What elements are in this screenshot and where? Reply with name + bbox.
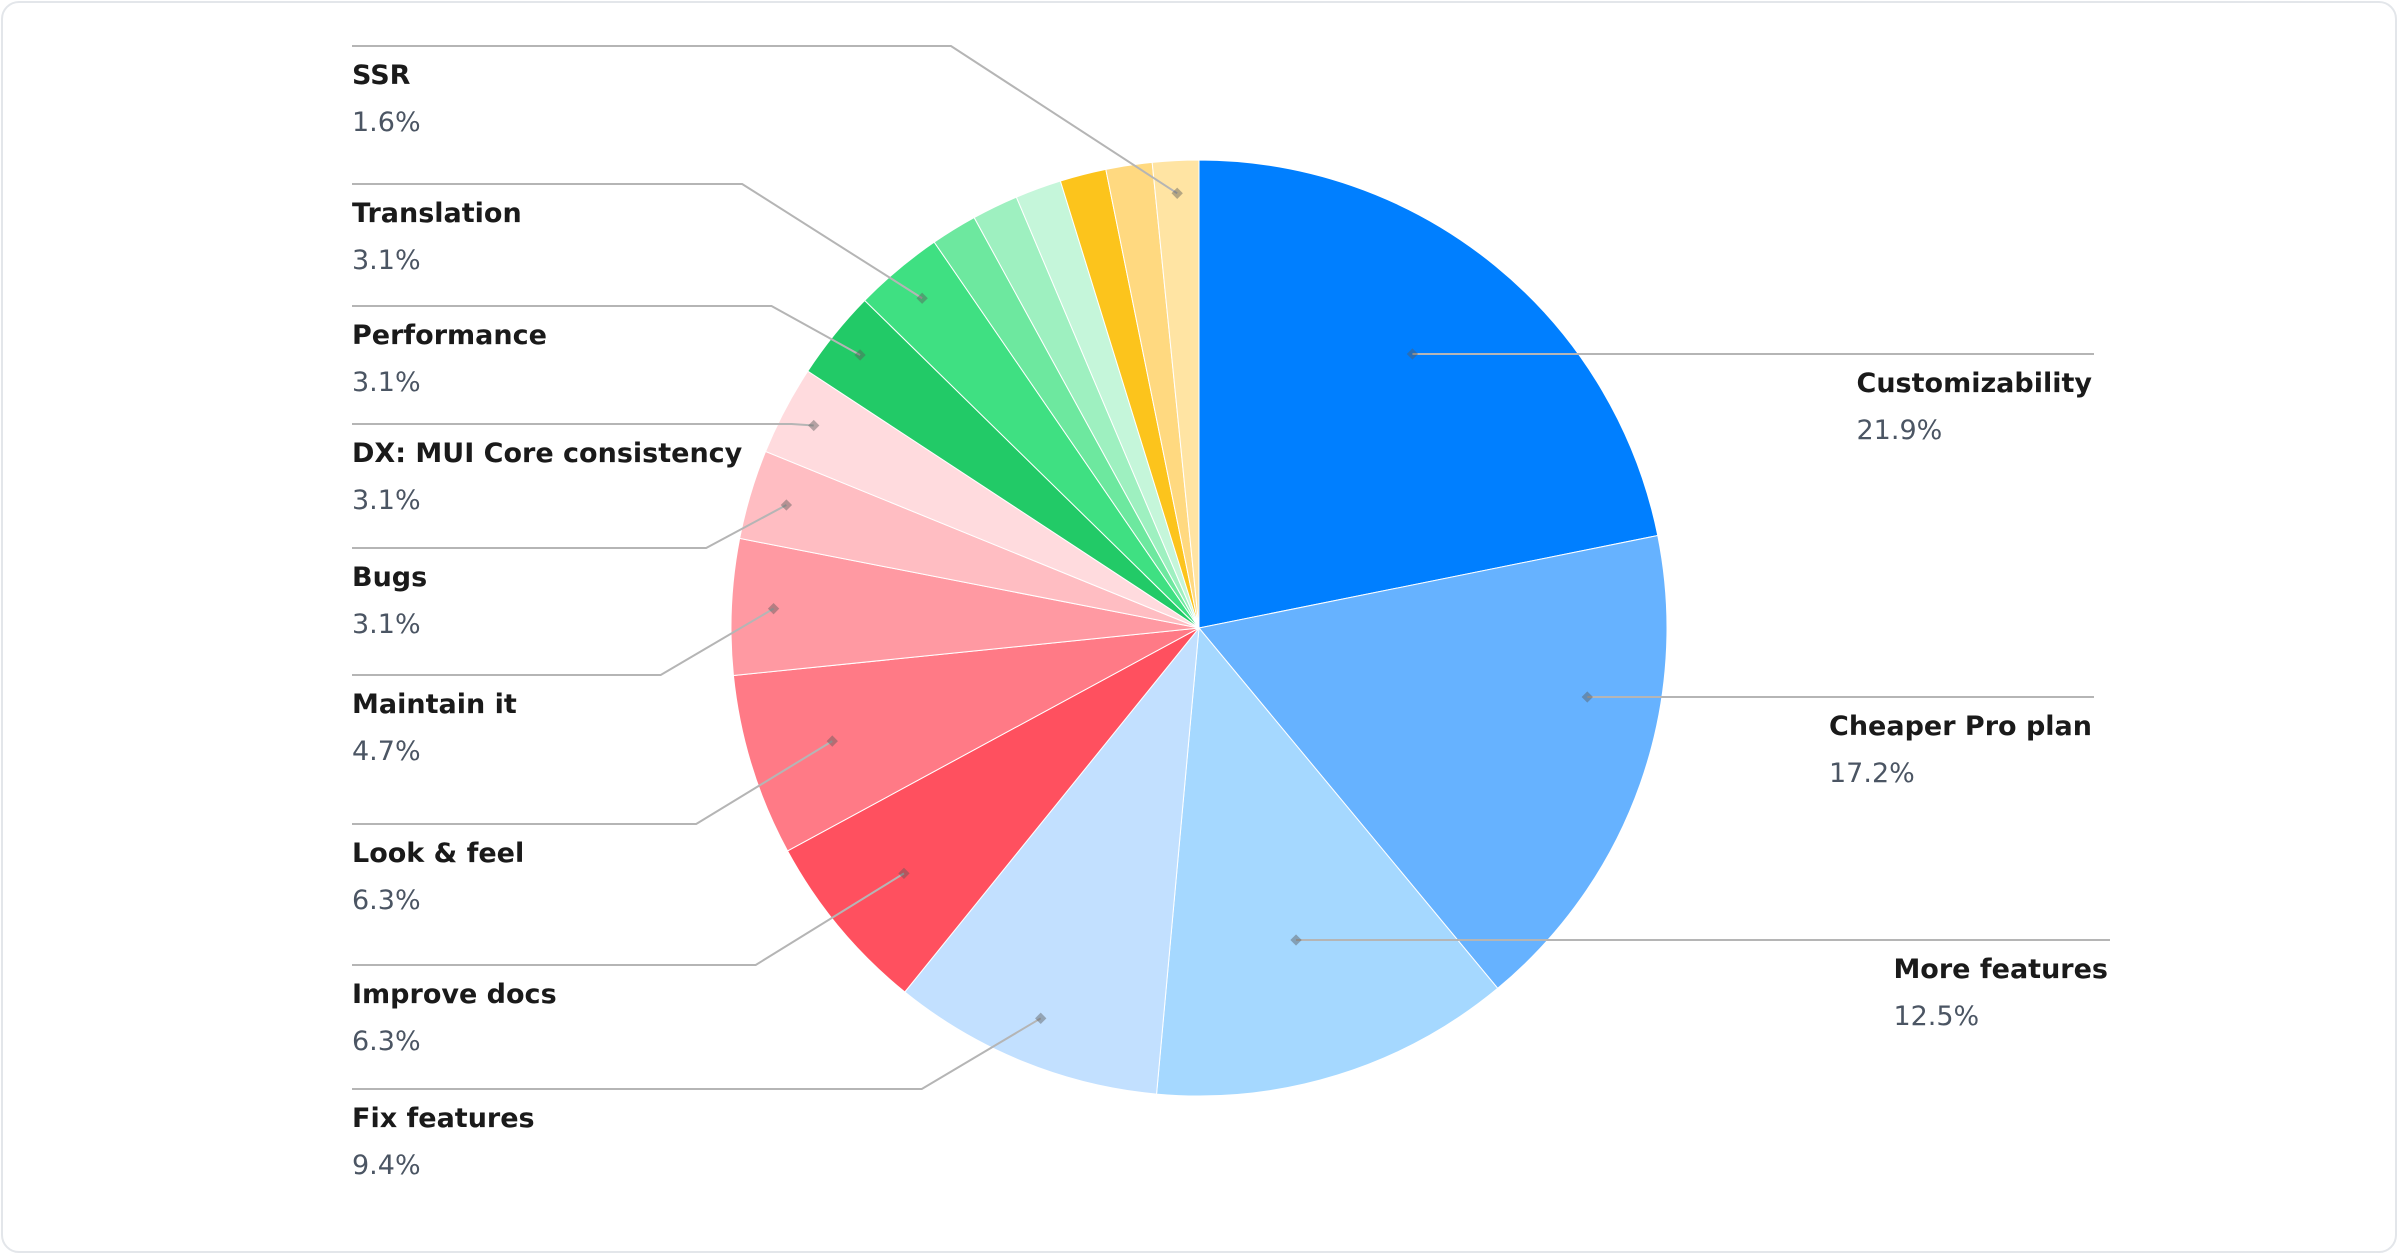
leader-dot [1290,934,1302,946]
leader-line [352,872,905,966]
slice-label: Look & feel 6.3% [352,838,524,916]
leader-line [352,740,833,825]
slice-label-name: Maintain it [352,689,517,720]
slice-label-name: Customizability [1856,368,2093,399]
leader-dot [826,735,838,747]
slice-label-value: 1.6% [352,107,421,138]
slice-label-value: 12.5% [1893,1001,1980,1032]
slice-label-value: 6.3% [352,885,421,916]
slice-label-name: Look & feel [352,838,525,869]
leader-line [352,45,1178,195]
slice-label-value: 17.2% [1829,758,1915,789]
slice-label-value: 9.4% [352,1150,421,1181]
slice-label-name: Cheaper Pro plan [1829,711,2092,742]
slice-label-name: Translation [352,198,522,229]
leader-dot [808,419,820,432]
slice-label: Cheaper Pro plan 17.2% [1829,711,2092,789]
leader-dot [1035,1012,1047,1024]
pie-slice-fix-features [904,626,1200,1095]
leader-line [352,305,861,356]
leader-dot [767,603,780,615]
slice-label-value: 21.9% [1856,415,1943,446]
slice-label: Customizability 21.9% [1857,368,2093,446]
leader-dot [1581,691,1593,703]
slice-label: SSR 1.6% [352,60,421,138]
slice-label: More features 12.5% [1893,954,2108,1032]
pie-slice-cheaper-pro-plan [1198,534,1668,989]
slice-label-name: Improve docs [352,979,557,1010]
slice-label-name: More features [1893,954,2108,985]
leader-line [352,183,923,300]
slice-label: Improve docs 6.3% [352,979,557,1057]
pie-slice-ssr [1151,159,1200,629]
slice-label-value: 3.1% [352,609,421,640]
leader-dot [854,349,866,361]
pie-slice-customizability [1198,159,1659,629]
slice-label-value: 4.7% [352,736,421,767]
slice-label: Fix features 9.4% [352,1103,535,1181]
leader-dot [898,867,910,880]
slice-label: DX: MUI Core consistency 3.1% [352,438,742,516]
leader-line [352,423,814,427]
leader-dot [1406,348,1419,360]
leader-line [352,1017,1042,1090]
pie-slice-look-feel [732,627,1200,852]
slice-label-name: SSR [352,60,411,91]
pie-slice-improve-docs [786,627,1200,993]
slice-label: Translation 3.1% [352,198,522,276]
slice-label-name: Performance [352,320,547,351]
slice-label-value: 3.1% [352,367,421,398]
slice-label-value: 3.1% [352,485,421,516]
slice-label-name: DX: MUI Core consistency [352,438,743,469]
slice-label: Bugs 3.1% [352,562,427,640]
slice-label-name: Fix features [352,1103,535,1134]
leader-line [352,504,787,549]
slice-label: Maintain it 4.7% [352,689,517,767]
leader-line [352,607,775,676]
leader-dot [780,499,793,511]
leader-dot [916,292,928,304]
slice-label-value: 3.1% [352,245,421,276]
pie-slice-more-features [1156,626,1499,1097]
slice-label-name: Bugs [352,562,428,593]
slice-label-value: 6.3% [352,1026,421,1057]
slice-label: Performance 3.1% [352,320,547,398]
leader-dot [1171,187,1183,199]
